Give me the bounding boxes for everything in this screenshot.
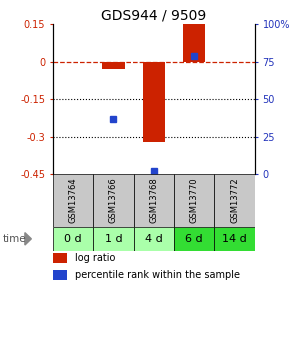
- Text: GSM13768: GSM13768: [149, 178, 158, 223]
- Text: percentile rank within the sample: percentile rank within the sample: [75, 269, 240, 279]
- Text: 6 d: 6 d: [185, 234, 203, 244]
- Text: log ratio: log ratio: [75, 253, 115, 263]
- Text: 1 d: 1 d: [105, 234, 122, 244]
- Bar: [53, 253, 67, 263]
- Bar: [214, 227, 255, 251]
- Title: GDS944 / 9509: GDS944 / 9509: [101, 9, 207, 23]
- Bar: [183, 24, 205, 62]
- Bar: [143, 62, 165, 142]
- Text: GSM13764: GSM13764: [69, 178, 77, 223]
- Polygon shape: [25, 233, 31, 245]
- Bar: [134, 227, 174, 251]
- Text: 0 d: 0 d: [64, 234, 82, 244]
- Bar: [53, 269, 67, 280]
- Text: 14 d: 14 d: [222, 234, 247, 244]
- Bar: [174, 174, 214, 227]
- Bar: [93, 227, 134, 251]
- Text: GSM13766: GSM13766: [109, 178, 118, 223]
- Bar: [174, 227, 214, 251]
- Text: 4 d: 4 d: [145, 234, 163, 244]
- Bar: [53, 227, 93, 251]
- Bar: [214, 174, 255, 227]
- Text: GSM13770: GSM13770: [190, 178, 199, 223]
- Bar: [134, 174, 174, 227]
- Text: time: time: [3, 234, 27, 244]
- Text: GSM13772: GSM13772: [230, 178, 239, 223]
- Bar: [102, 62, 125, 69]
- Bar: [93, 174, 134, 227]
- Bar: [53, 174, 93, 227]
